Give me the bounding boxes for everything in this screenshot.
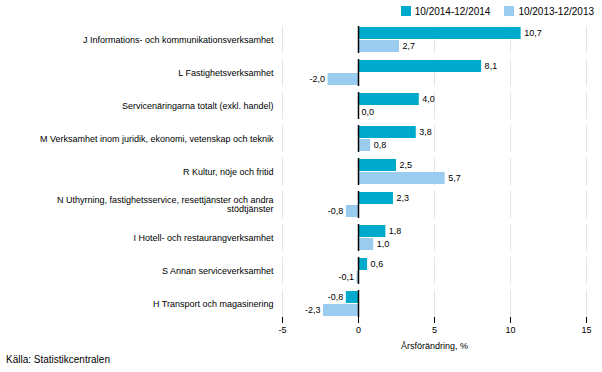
svg-text:0: 0: [356, 325, 361, 335]
html-text:10/2014-12/2014: 10/2014-12/2014: [414, 5, 491, 17]
svg-text:8,1: 8,1: [485, 61, 498, 71]
svg-text:-0,1: -0,1: [338, 272, 354, 282]
svg-text:I Hotell- och restaurangverksa: I Hotell- och restaurangverksamhet: [133, 233, 274, 243]
svg-text:5: 5: [432, 325, 437, 335]
svg-text:H Transport och magasinering: H Transport och magasinering: [153, 299, 274, 309]
html-text:10/2013-12/2013: 10/2013-12/2013: [518, 5, 594, 17]
svg-text:M Verksamhet inom juridik, eko: M Verksamhet inom juridik, ekonomi, vete…: [40, 134, 274, 144]
svg-text:15: 15: [581, 325, 591, 335]
svg-text:-0,8: -0,8: [328, 206, 344, 216]
svg-text:R Kultur, nöje och fritid: R Kultur, nöje och fritid: [183, 167, 274, 177]
svg-text:-5: -5: [278, 325, 286, 335]
svg-text:1,0: 1,0: [377, 239, 390, 249]
svg-text:J Informations- och kommunikat: J Informations- och kommunikationsverksa…: [83, 35, 274, 45]
svg-text:10: 10: [505, 325, 515, 335]
svg-text:S Annan serviceverksamhet: S Annan serviceverksamhet: [162, 266, 274, 276]
svg-text:N Uthyrning, fastighetsservice: N Uthyrning, fastighetsservice, resettjä…: [57, 195, 274, 214]
svg-text:5,7: 5,7: [448, 173, 461, 183]
svg-text:10,7: 10,7: [524, 28, 542, 38]
svg-text:1,8: 1,8: [389, 226, 402, 236]
svg-text:Servicenäringarna totalt (exkl: Servicenäringarna totalt (exkl. handel): [122, 101, 274, 111]
svg-text:0,8: 0,8: [374, 140, 387, 150]
svg-text:-2,0: -2,0: [310, 74, 326, 84]
svg-text:2,3: 2,3: [396, 193, 409, 203]
svg-text:2,5: 2,5: [400, 160, 413, 170]
html-text:Källa: Statistikcentralen: Källa: Statistikcentralen: [6, 354, 110, 365]
svg-text:0,6: 0,6: [371, 259, 384, 269]
svg-text:4,0: 4,0: [422, 94, 435, 104]
svg-text:L Fastighetsverksamhet: L Fastighetsverksamhet: [178, 68, 274, 78]
svg-text:Årsförändring, %: Årsförändring, %: [401, 341, 468, 351]
svg-text:0,0: 0,0: [362, 107, 375, 117]
svg-text:3,8: 3,8: [419, 127, 432, 137]
svg-text:-0,8: -0,8: [328, 292, 344, 302]
svg-text:2,7: 2,7: [403, 41, 416, 51]
svg-text:-2,3: -2,3: [305, 305, 321, 315]
